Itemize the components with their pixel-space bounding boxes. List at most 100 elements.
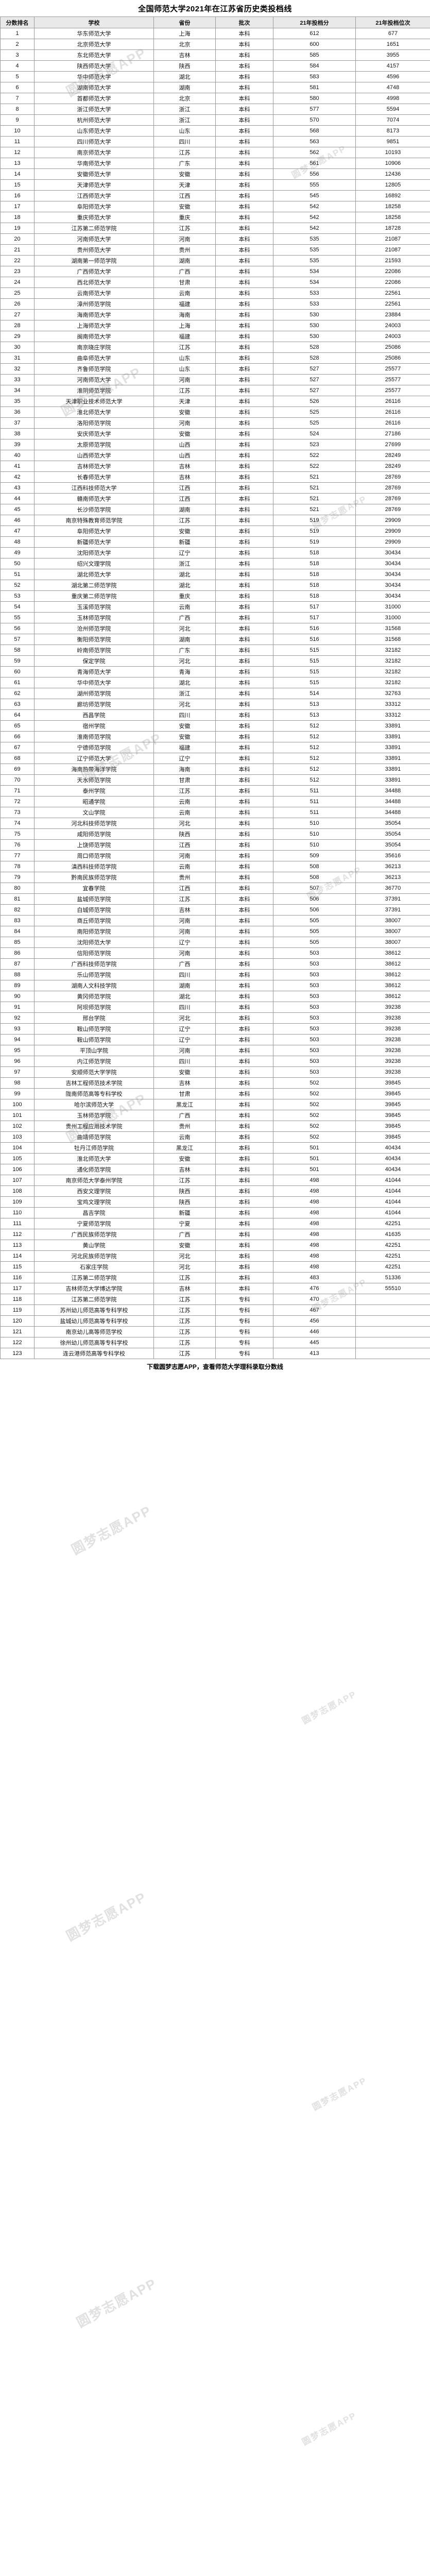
- cell-rank: 63: [0, 699, 35, 710]
- cell-position: 51336: [355, 1272, 430, 1283]
- cell-school: 安顺师范大学学院: [34, 1066, 154, 1078]
- cell-province: 北京: [153, 93, 216, 104]
- cell-rank: 68: [0, 753, 35, 764]
- cell-rank: 49: [0, 547, 35, 558]
- cell-batch: 本科: [215, 1229, 273, 1240]
- cell-score: 584: [273, 60, 356, 72]
- cell-position: 21593: [355, 255, 430, 266]
- cell-rank: 85: [0, 937, 35, 948]
- cell-school: 黔南民族师范学院: [34, 872, 154, 883]
- cell-province: 江苏: [153, 1337, 216, 1348]
- cell-school: 玉溪师范学院: [34, 601, 154, 613]
- cell-score: 508: [273, 872, 356, 883]
- cell-rank: 53: [0, 590, 35, 602]
- table-row: 70 天水师范学院 甘肃 本科 512 33891: [0, 774, 430, 786]
- table-row: 75 咸阳师范学院 陕西 本科 510 35054: [0, 828, 430, 840]
- cell-batch: 本科: [215, 774, 273, 786]
- cell-rank: 70: [0, 774, 35, 786]
- table-row: 105 淮北师范大学 安徽 本科 501 40434: [0, 1153, 430, 1164]
- cell-province: 湖北: [153, 71, 216, 82]
- cell-school: 曲阜师范大学: [34, 352, 154, 364]
- cell-score: 501: [273, 1142, 356, 1154]
- cell-score: 521: [273, 471, 356, 483]
- cell-rank: 118: [0, 1294, 35, 1305]
- cell-school: 天水师范学院: [34, 774, 154, 786]
- cell-score: 501: [273, 1153, 356, 1164]
- cell-score: 527: [273, 385, 356, 396]
- cell-score: 512: [273, 764, 356, 775]
- cell-school: 四川师范大学: [34, 136, 154, 147]
- cell-rank: 41: [0, 461, 35, 472]
- cell-province: 辽宁: [153, 1034, 216, 1045]
- cell-province: 云南: [153, 601, 216, 613]
- cell-province: 宁夏: [153, 1218, 216, 1229]
- cell-province: 海南: [153, 764, 216, 775]
- table-body: 1 华东师范大学 上海 本科 612 677 2 北京师范大学 北京 本科 600 1651 3 东北师范…: [0, 28, 430, 1359]
- cell-score: 503: [273, 969, 356, 980]
- cell-position: 4998: [355, 93, 430, 104]
- cell-province: 江苏: [153, 1326, 216, 1337]
- table-row: 122 徐州幼儿师范高等专科学校 江苏 专科 445: [0, 1337, 430, 1348]
- table-row: 2 北京师范大学 北京 本科 600 1651: [0, 39, 430, 50]
- cell-school: 白城师范学院: [34, 904, 154, 916]
- cell-batch: 本科: [215, 904, 273, 916]
- cell-batch: 本科: [215, 634, 273, 645]
- table-row: 19 江苏第二师范学院 江苏 本科 542 18728: [0, 223, 430, 234]
- cell-batch: 本科: [215, 958, 273, 970]
- cell-school: 南京幼儿高等师范学校: [34, 1326, 154, 1337]
- cell-score: 512: [273, 742, 356, 753]
- table-row: 97 安顺师范大学学院 安徽 本科 503 39238: [0, 1066, 430, 1078]
- cell-score: 561: [273, 158, 356, 169]
- table-row: 51 湖北师范大学 湖北 本科 518 30434: [0, 569, 430, 580]
- cell-province: 辽宁: [153, 547, 216, 558]
- cell-batch: 本科: [215, 244, 273, 256]
- cell-score: 503: [273, 1012, 356, 1024]
- cell-score: 413: [273, 1348, 356, 1359]
- cell-school: 盐城幼儿师范高等专科学校: [34, 1315, 154, 1327]
- cell-score: 518: [273, 569, 356, 580]
- cell-score: 533: [273, 298, 356, 310]
- cell-score: 518: [273, 558, 356, 569]
- cell-rank: 39: [0, 439, 35, 450]
- cell-batch: 本科: [215, 883, 273, 894]
- cell-score: 511: [273, 807, 356, 818]
- table-row: 13 华南师范大学 广东 本科 561 10906: [0, 158, 430, 169]
- cell-province: 重庆: [153, 212, 216, 223]
- cell-province: 四川: [153, 1002, 216, 1013]
- cell-score: 513: [273, 709, 356, 721]
- cell-rank: 114: [0, 1250, 35, 1262]
- cell-province: 河北: [153, 1012, 216, 1024]
- cell-batch: 本科: [215, 1002, 273, 1013]
- cell-school: 南京师范大学泰州学院: [34, 1175, 154, 1186]
- table-row: 35 天津职业技术师范大学 天津 本科 526 26116: [0, 396, 430, 407]
- cell-school: 天津师范大学: [34, 179, 154, 191]
- cell-score: 506: [273, 893, 356, 905]
- cell-score: 510: [273, 839, 356, 851]
- cell-school: 沧州师范学院: [34, 623, 154, 634]
- cell-rank: 24: [0, 277, 35, 288]
- cell-score: 467: [273, 1304, 356, 1316]
- cell-rank: 105: [0, 1153, 35, 1164]
- cell-batch: 本科: [215, 320, 273, 331]
- cell-score: 521: [273, 482, 356, 494]
- cell-position: 25086: [355, 342, 430, 353]
- cell-province: 湖北: [153, 677, 216, 688]
- table-row: 76 上饶师范学院 江西 本科 510 35054: [0, 839, 430, 851]
- table-row: 98 吉林工程师范技术学院 吉林 本科 502 39845: [0, 1077, 430, 1089]
- table-row: 96 内江师范学院 四川 本科 503 39238: [0, 1056, 430, 1067]
- cell-position: 39238: [355, 1034, 430, 1045]
- cell-province: 湖南: [153, 504, 216, 515]
- table-row: 67 宁德师范学院 福建 本科 512 33891: [0, 742, 430, 753]
- table-row: 31 曲阜师范大学 山东 本科 528 25086: [0, 352, 430, 364]
- cell-school: 漳州师范学院: [34, 298, 154, 310]
- cell-province: 吉林: [153, 1164, 216, 1175]
- cell-school: 山西师范大学: [34, 450, 154, 461]
- table-row: 64 西昌学院 四川 本科 513 33312: [0, 709, 430, 721]
- cell-province: 江苏: [153, 1272, 216, 1283]
- cell-batch: 本科: [215, 796, 273, 807]
- cell-province: 安徽: [153, 1066, 216, 1078]
- cell-school: 湖北师范大学: [34, 569, 154, 580]
- cell-rank: 84: [0, 926, 35, 937]
- col-header-batch: 批次: [215, 16, 273, 28]
- cell-score: 512: [273, 720, 356, 732]
